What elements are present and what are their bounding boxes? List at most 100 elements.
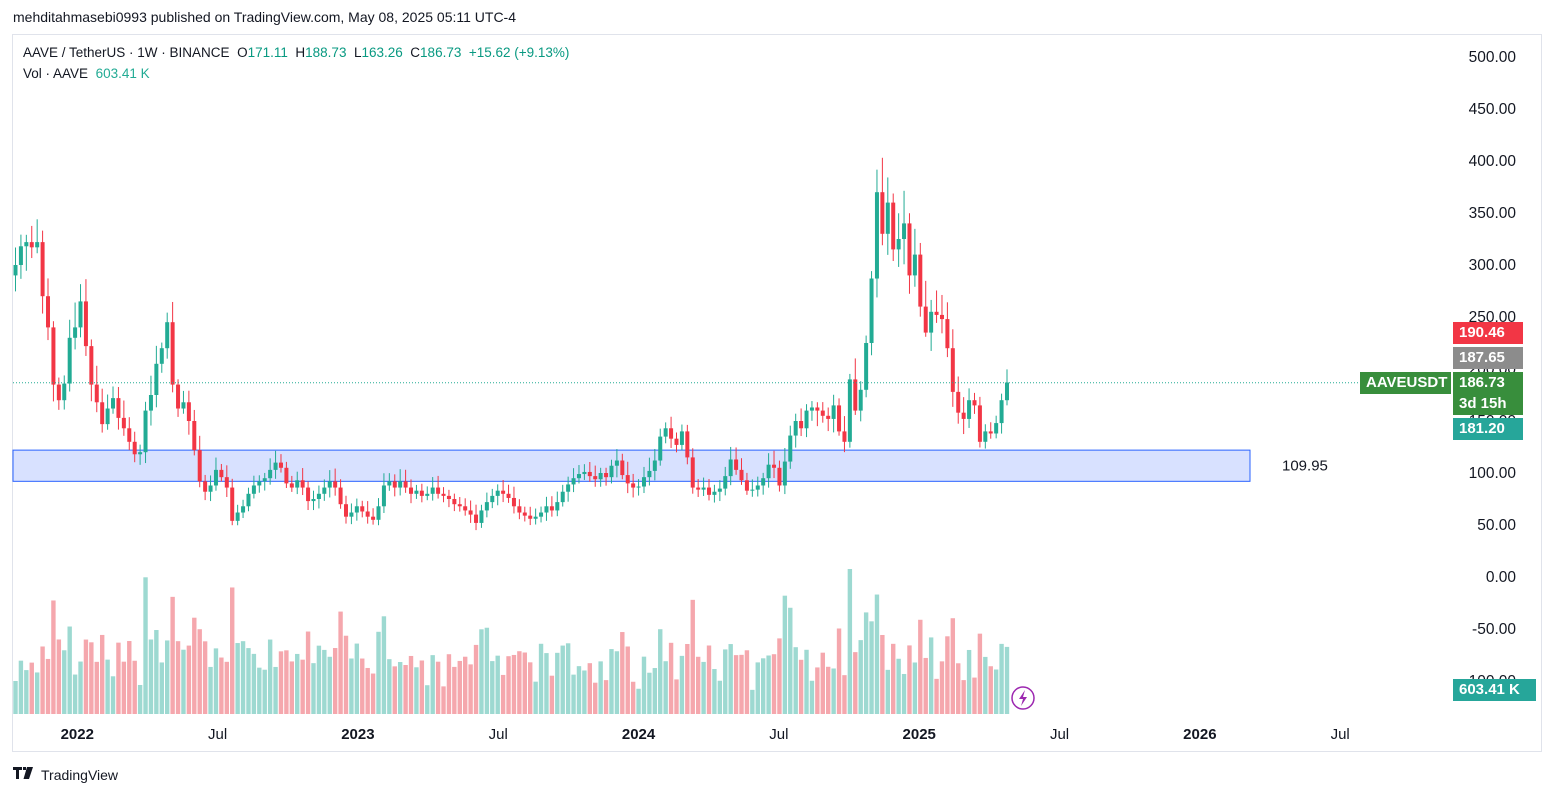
volume-bar (213, 648, 219, 714)
x-tick-label: Jul (208, 726, 227, 743)
candle-body (804, 410, 809, 429)
volume-bar (154, 630, 159, 714)
volume-bar (29, 662, 34, 714)
volume-bar (782, 595, 788, 714)
y-tick-label: 400.00 (1469, 153, 1517, 170)
candle-body (587, 471, 592, 477)
price-axis[interactable]: 500.00450.00400.00350.00300.00250.00200.… (1463, 49, 1516, 690)
volume-bar (192, 617, 197, 714)
volume-bar (72, 674, 78, 714)
volume-bar (13, 680, 18, 714)
volume-label: Vol · AAVE (23, 66, 89, 81)
candle-body (647, 470, 652, 478)
candle-body (414, 490, 419, 494)
candle-body (208, 485, 213, 492)
volume-bar (148, 639, 154, 714)
volume-bar (950, 618, 956, 714)
volume-bar (690, 599, 695, 714)
candle-body (495, 490, 500, 496)
candle-body (549, 506, 554, 511)
support-zone[interactable] (12, 449, 1251, 482)
volume-bar (246, 648, 251, 714)
candle-body (273, 462, 278, 470)
volume-bar (376, 631, 381, 714)
x-tick-label: Jul (1050, 726, 1069, 743)
candle-body (631, 483, 636, 488)
volume-bar (240, 641, 246, 714)
volume-bar (381, 616, 387, 714)
volume-bar (744, 650, 750, 714)
volume-bar (62, 650, 67, 714)
candle-body (777, 467, 782, 486)
candle-body (837, 405, 842, 432)
volume-bar (267, 639, 273, 714)
volume-bar (495, 655, 500, 714)
volume-bar (121, 661, 127, 714)
volume-bar (880, 634, 885, 714)
volume-bar (614, 651, 620, 714)
volume-bar (479, 629, 484, 714)
volume-bar (625, 646, 630, 714)
volume-bar (582, 670, 587, 714)
volume-bar (712, 669, 717, 714)
candle-body (717, 488, 722, 492)
volume-legend[interactable]: Vol · AAVE 603.41 K (23, 66, 150, 81)
volume-bar (533, 681, 538, 714)
countdown-flag: 3d 15h (1453, 393, 1523, 415)
candle-body (609, 465, 614, 478)
candle-body (365, 511, 370, 517)
candle-body (78, 301, 83, 328)
volume-bar (907, 645, 912, 714)
candle-body (300, 480, 305, 488)
ohlc-legend[interactable]: AAVE / TetherUS · 1W · BINANCE O171.11 H… (23, 45, 569, 60)
candle-body (641, 477, 646, 487)
lightning-icon[interactable] (1011, 686, 1035, 710)
volume-bar (858, 640, 863, 714)
volume-bar (836, 628, 842, 714)
volume-bar (679, 655, 685, 714)
candle-body (268, 469, 273, 479)
candle-body (988, 431, 993, 434)
candle-body (728, 459, 733, 477)
candle-body (793, 421, 798, 436)
candle-body (712, 491, 717, 495)
volume-bar (408, 655, 414, 714)
open-value: 171.11 (247, 45, 288, 60)
candle-body (176, 384, 181, 409)
high-value: 188.73 (305, 45, 347, 60)
candle-body (121, 417, 126, 429)
volume-bar (517, 651, 522, 714)
volume-bar (565, 643, 571, 714)
volume-bar (349, 658, 354, 714)
volume-bar (593, 682, 598, 714)
candle-body (197, 450, 202, 482)
volume-bar (110, 676, 116, 714)
volume-bar (181, 649, 186, 714)
candle-body (679, 431, 684, 445)
candle-body (154, 363, 159, 395)
candle-body (56, 384, 61, 401)
volume-bar (430, 655, 435, 714)
volume-bar (332, 648, 338, 714)
candle-body (956, 391, 961, 413)
candle-body (419, 490, 424, 496)
candle-body (73, 327, 78, 338)
candle-body (343, 504, 348, 517)
volume-bar (197, 629, 202, 714)
candle-body (13, 265, 18, 276)
candle-body (874, 192, 879, 279)
volume-bar (760, 658, 766, 714)
footer-brand[interactable]: TradingView (13, 766, 118, 783)
volume-bar (793, 647, 798, 714)
candle-body (891, 202, 896, 250)
volume-bar (809, 680, 815, 714)
candle-body (29, 242, 34, 248)
candle-body (327, 481, 332, 488)
chart-frame[interactable] (12, 34, 1542, 752)
candle-body (241, 506, 246, 513)
candle-body (322, 487, 327, 494)
time-axis[interactable]: 2022 Jul 2023 Jul 2024 Jul 2025 Jul 2026 Jul (61, 726, 1350, 743)
volume-bar (284, 650, 289, 714)
volume-bars-layer (13, 569, 1010, 714)
